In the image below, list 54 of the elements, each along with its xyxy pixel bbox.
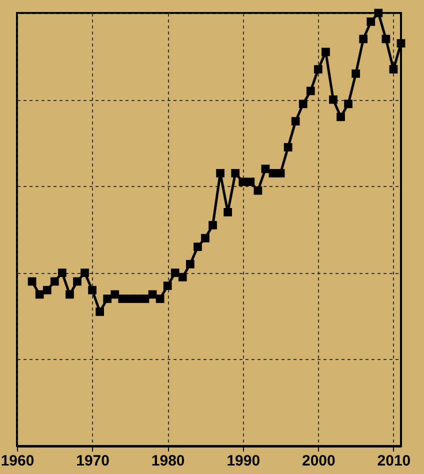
point	[366, 17, 376, 26]
x-tick-label: 2010	[377, 452, 411, 470]
point	[291, 117, 300, 126]
point	[58, 268, 66, 277]
point	[322, 48, 330, 56]
point	[156, 294, 164, 303]
point	[389, 65, 398, 74]
point	[352, 69, 360, 78]
point	[126, 294, 134, 303]
point	[396, 39, 406, 48]
point	[306, 86, 315, 96]
point	[298, 100, 308, 108]
point	[336, 112, 345, 122]
point	[50, 277, 59, 286]
point	[194, 242, 202, 252]
point	[382, 34, 390, 44]
point	[96, 308, 104, 316]
point	[110, 290, 120, 299]
point	[140, 294, 150, 303]
point	[208, 220, 217, 230]
x-tick-label: 1960	[0, 452, 34, 470]
point	[118, 294, 127, 303]
x-tick-label: 2000	[302, 452, 336, 470]
point	[103, 294, 112, 303]
point	[170, 268, 180, 277]
point	[344, 100, 352, 108]
point	[28, 277, 36, 286]
point	[216, 169, 224, 178]
point	[329, 95, 338, 104]
point	[231, 169, 240, 178]
point	[88, 286, 96, 294]
point	[261, 164, 270, 174]
x-tick-label: 1970	[76, 452, 110, 470]
point	[66, 290, 74, 299]
point	[186, 260, 194, 268]
point	[163, 282, 172, 290]
point	[80, 268, 89, 277]
point	[359, 34, 368, 44]
point	[246, 178, 255, 186]
point	[276, 169, 285, 178]
point	[73, 277, 82, 286]
point	[374, 8, 383, 18]
point	[224, 208, 232, 216]
point	[314, 65, 322, 74]
point	[133, 294, 142, 303]
point	[201, 234, 210, 242]
x-tick-label: 1990	[226, 452, 260, 470]
x-tick-label: 1980	[151, 452, 185, 470]
point	[254, 186, 262, 195]
point	[268, 169, 278, 178]
point	[284, 143, 292, 152]
point	[35, 290, 44, 299]
point	[178, 272, 187, 282]
point	[42, 286, 52, 294]
